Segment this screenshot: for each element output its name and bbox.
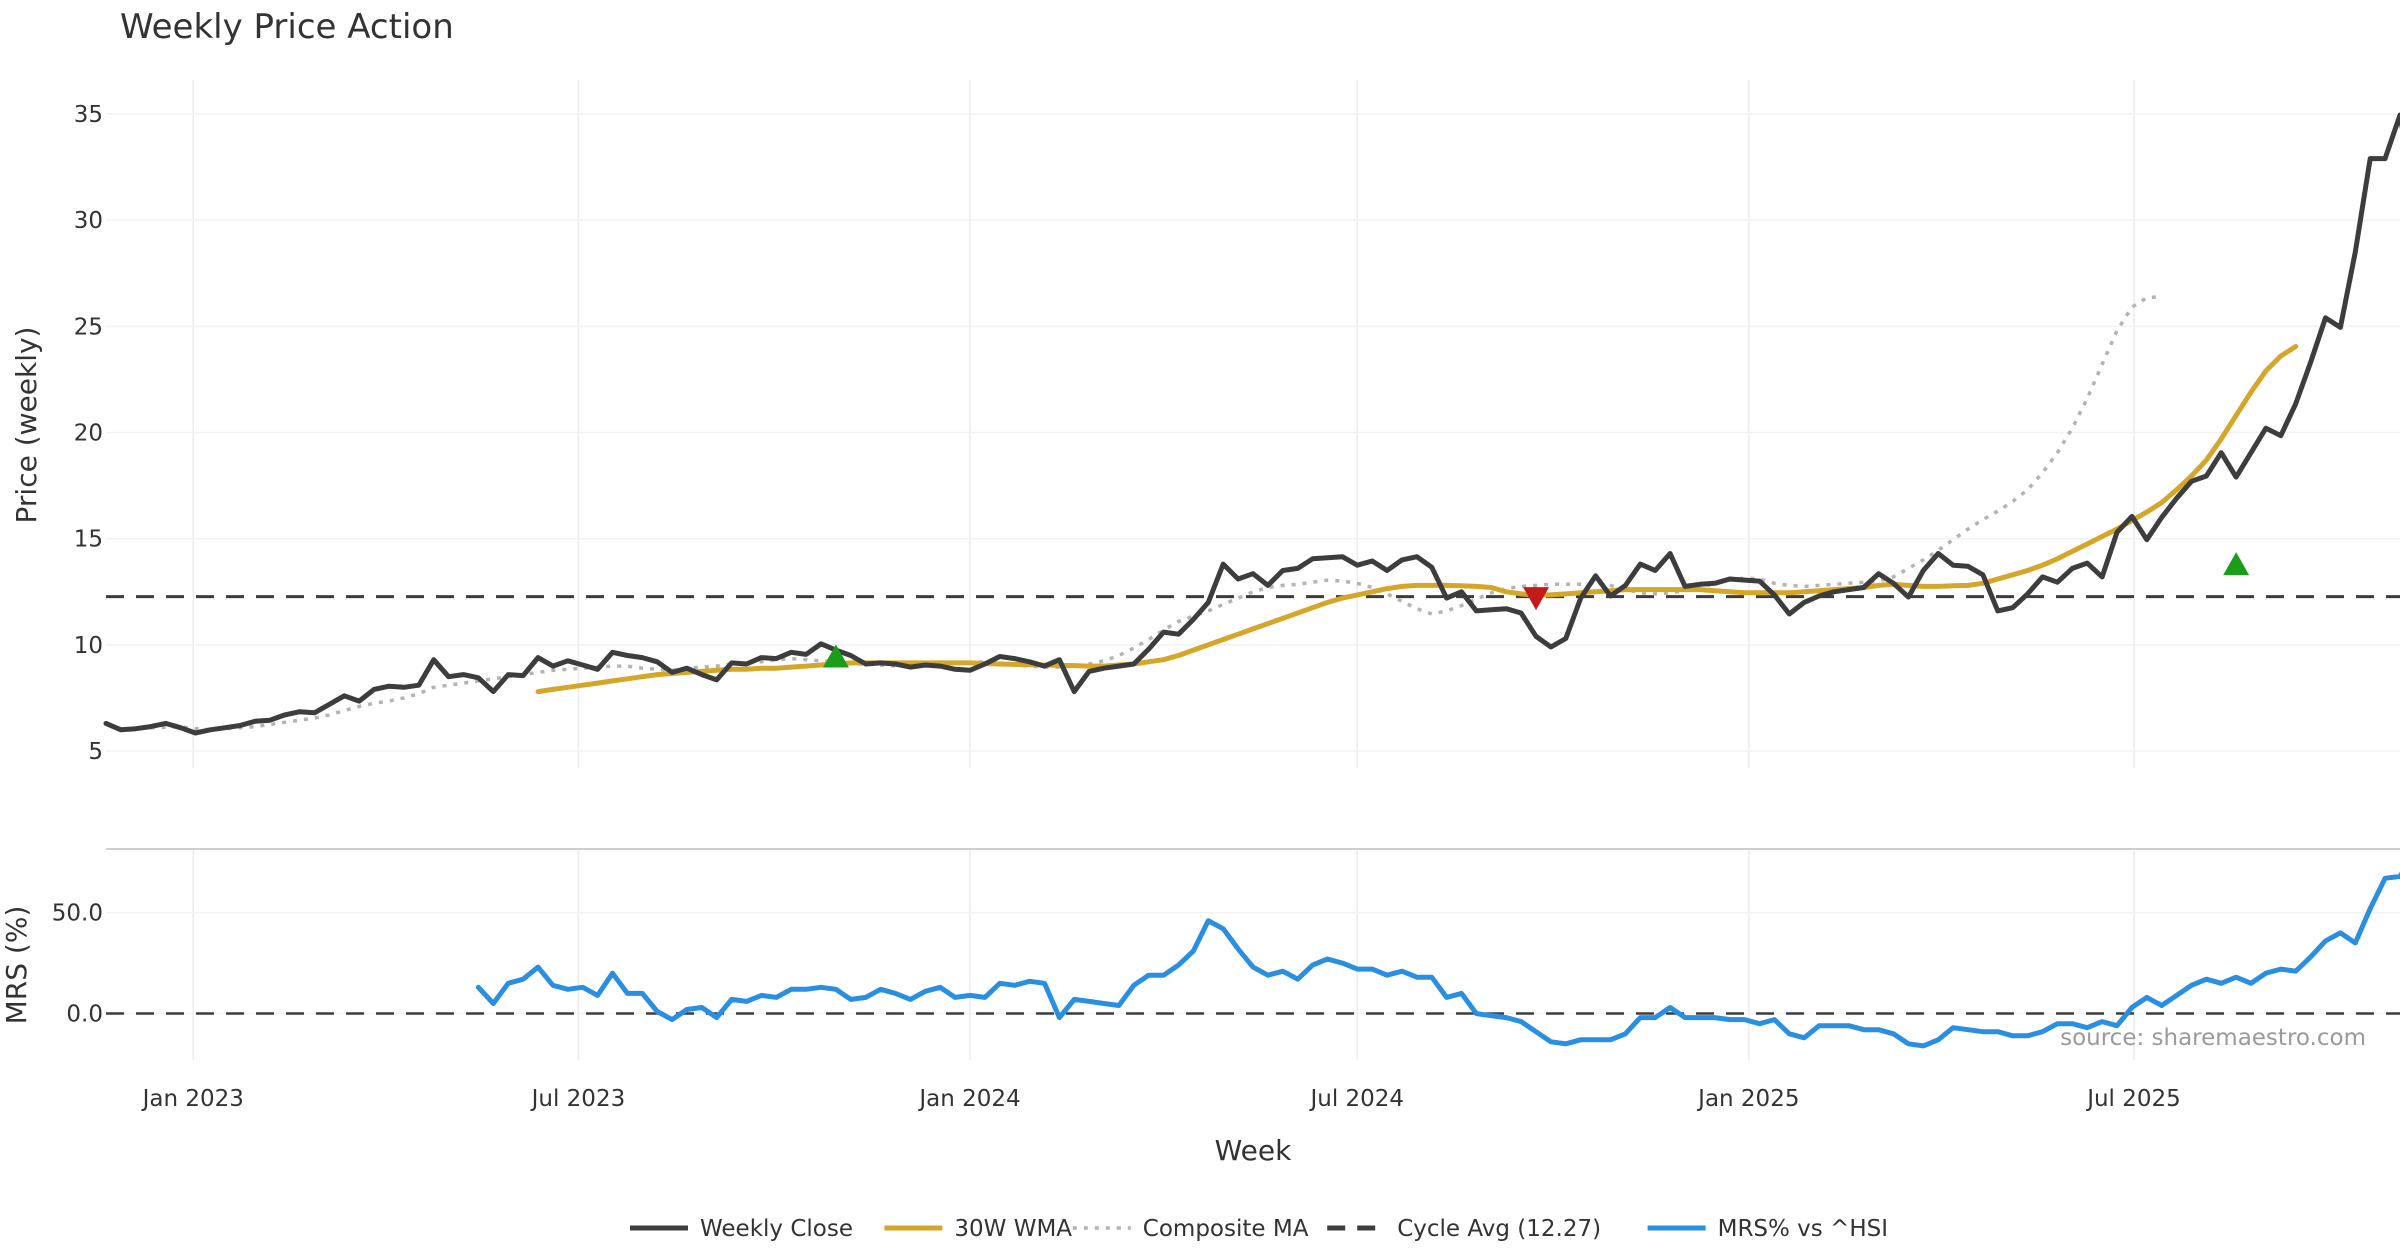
x-tick-label: Jan 2023 (141, 1086, 244, 1112)
reference-lines (106, 595, 2400, 1015)
tick-labels: Jan 2023 Jul 2023 Jan 2024 Jul 2024 Jan 2025… (52, 102, 2181, 1112)
price-composite-ma-line (150, 294, 2162, 732)
price-y-tick-label: 20 (74, 420, 103, 446)
x-axis-label: Week (1215, 1134, 1292, 1167)
legend-item: Cycle Avg (12.27) (1327, 1216, 1601, 1242)
legend-item: 30W WMA (884, 1216, 1072, 1242)
legend-label: MRS% vs ^HSI (1718, 1216, 1888, 1242)
mrs-y-tick-label: 50.0 (52, 901, 103, 927)
mrs-mrs-vs-hsi-line (475, 871, 2400, 1049)
signal-up-marker (822, 644, 849, 668)
price-y-tick-label: 10 (74, 633, 103, 659)
legend-label: Composite MA (1143, 1216, 1309, 1242)
x-tick-label: Jul 2023 (530, 1086, 626, 1112)
price-y-tick-label: 25 (74, 314, 103, 340)
price-y-tick-label: 15 (74, 527, 103, 553)
x-tick-label: Jul 2024 (1308, 1086, 1404, 1112)
mrs-y-tick-label: 0.0 (66, 1002, 103, 1028)
chart-title: Weekly Price Action (120, 7, 454, 47)
legend-label: 30W WMA (954, 1216, 1072, 1242)
price-y-tick-label: 35 (74, 102, 103, 128)
legend: Weekly Close 30W WMA Composite MA Cycle Avg… (630, 1216, 1888, 1242)
x-tick-label: Jul 2025 (2085, 1086, 2181, 1112)
price-weekly-close-line (103, 112, 2400, 736)
x-tick-label: Jan 2025 (1696, 1086, 1799, 1112)
x-tick-label: Jan 2024 (917, 1086, 1020, 1112)
legend-item: Composite MA (1072, 1216, 1309, 1242)
signal-down-marker (1523, 587, 1550, 611)
price-y-tick-label: 30 (74, 208, 103, 234)
legend-label: Weekly Close (700, 1216, 853, 1242)
legend-item: Weekly Close (630, 1216, 853, 1242)
series-lines (103, 112, 2400, 1049)
legend-item: MRS% vs ^HSI (1647, 1216, 1888, 1242)
signal-markers (822, 552, 2250, 668)
price-30w-wma-line (535, 344, 2299, 695)
price-y-axis-label: Price (weekly) (10, 327, 43, 524)
price-y-tick-label: 5 (88, 739, 103, 765)
source-label: source: sharemaestro.com (2060, 1025, 2366, 1051)
grid (106, 80, 2400, 1060)
mrs-y-axis-label: MRS (%) (0, 906, 33, 1025)
legend-label: Cycle Avg (12.27) (1397, 1216, 1601, 1242)
signal-up-marker (2223, 552, 2250, 576)
